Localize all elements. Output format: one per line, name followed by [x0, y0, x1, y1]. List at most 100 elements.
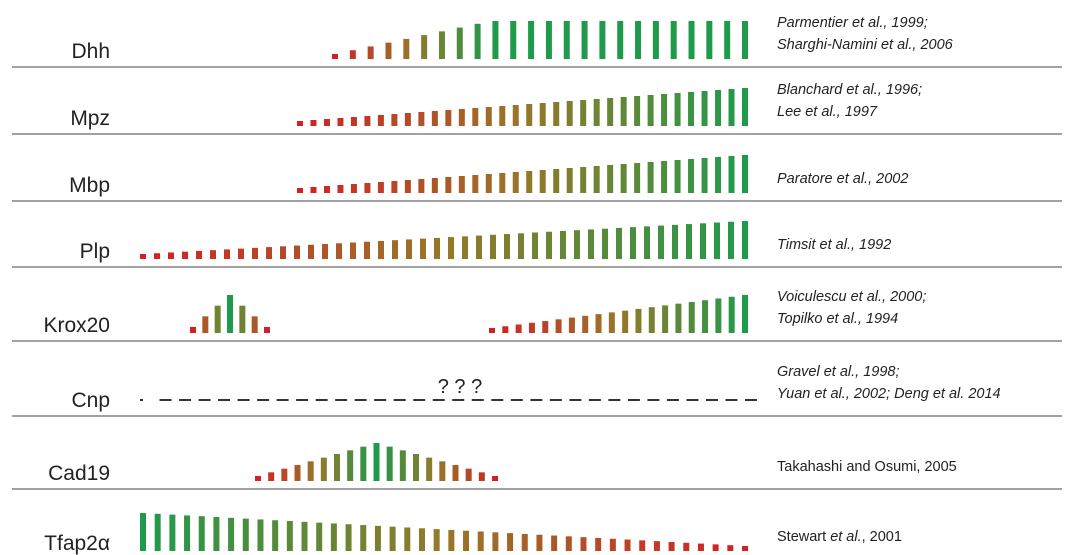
expression-bar — [349, 50, 356, 59]
expression-bar — [551, 535, 558, 551]
expression-bar — [563, 21, 570, 59]
expression-bar — [686, 224, 692, 259]
expression-bar — [568, 317, 575, 333]
expression-bar — [674, 93, 681, 126]
expression-bar — [528, 322, 535, 333]
reference-text: Yuan et al., 2002; Deng et al. 2014 — [777, 386, 1001, 402]
expression-bar — [624, 539, 631, 551]
expression-bar — [510, 21, 517, 59]
expression-bar — [320, 457, 327, 481]
expression-bar — [502, 326, 509, 333]
expression-bar — [184, 515, 191, 551]
expression-bar — [599, 21, 606, 59]
gene-row-mpz: Mpz Blanchard et al., 1996; Lee et al., 19… — [12, 82, 1062, 135]
expression-bar — [426, 457, 433, 481]
gene-row-cad19: Cad19 Takahashi and Osumi, 2005 — [12, 443, 1062, 490]
expression-bar — [294, 245, 300, 259]
expression-bar — [489, 328, 495, 333]
expression-bar — [688, 92, 695, 126]
expression-bar — [418, 112, 425, 126]
expression-bar — [702, 300, 709, 333]
gene-row-mbp: Mbp Paratore et al., 2002 — [12, 155, 1062, 202]
expression-bar — [418, 179, 425, 193]
expression-bar — [252, 247, 258, 259]
expression-bar — [385, 42, 392, 59]
expression-bar — [404, 180, 411, 193]
expression-bar — [213, 517, 220, 551]
expression-bar — [714, 222, 720, 259]
expression-bar — [448, 529, 455, 551]
expression-bar — [742, 221, 748, 259]
expression-bar — [715, 157, 722, 193]
expression-bar — [458, 176, 465, 193]
expression-bar — [492, 21, 499, 59]
expression-bar — [588, 229, 594, 259]
expression-bar — [715, 90, 722, 126]
expression-bar — [374, 525, 381, 551]
expression-bar — [553, 169, 560, 193]
expression-bar — [438, 31, 445, 59]
reference-text: Stewart — [777, 529, 830, 545]
expression-bar — [364, 183, 371, 193]
expression-bar — [539, 170, 546, 193]
expression-bar — [350, 242, 356, 259]
reference-text: Voiculescu et al., 2000; — [777, 289, 926, 305]
expression-bar — [224, 249, 230, 259]
expression-bar — [595, 314, 602, 333]
expression-bar — [658, 225, 664, 259]
expression-bar — [478, 472, 485, 481]
expression-bar — [490, 234, 496, 259]
expression-bar — [574, 230, 580, 259]
expression-bar — [404, 527, 411, 551]
expression-bar — [251, 316, 258, 333]
reference-line: Timsit et al., 1992 — [777, 237, 891, 253]
expression-bar — [553, 102, 560, 126]
expression-bar — [268, 472, 275, 481]
expression-bar — [242, 518, 249, 551]
expression-bar — [617, 21, 624, 59]
expression-bar — [360, 446, 367, 481]
reference-line: Sharghi-Namini et al., 2006 — [777, 37, 954, 53]
expression-bar — [670, 21, 677, 59]
expression-bar — [433, 529, 440, 551]
expression-bar — [431, 178, 438, 193]
expression-bar — [330, 523, 337, 551]
reference-text: , 2001 — [862, 529, 902, 545]
expression-bar — [264, 327, 270, 333]
expression-bar — [593, 99, 600, 126]
expression-bar — [227, 295, 233, 333]
expression-bar — [472, 175, 479, 193]
expression-bar — [609, 538, 616, 551]
expression-bar — [602, 228, 608, 259]
expression-bar — [539, 103, 546, 126]
expression-bar — [439, 461, 446, 481]
expression-bar — [345, 524, 352, 551]
expression-bar — [272, 520, 279, 551]
expression-bar — [169, 514, 176, 551]
expression-bar — [526, 171, 533, 193]
reference-line: Stewart et al., 2001 — [777, 529, 902, 545]
expression-bar — [512, 172, 519, 193]
expression-bar — [518, 233, 524, 259]
expression-bar — [364, 241, 370, 259]
expression-bar — [630, 227, 636, 259]
expression-bar — [565, 536, 572, 551]
expression-bar — [653, 541, 660, 551]
expression-bar — [712, 544, 719, 551]
reference-line: Paratore et al., 2002 — [777, 171, 908, 187]
expression-bar — [239, 305, 246, 333]
expression-bar — [675, 303, 682, 333]
reference-text: Topilko et al., 1994 — [777, 311, 898, 327]
expression-bar — [140, 254, 146, 259]
expression-bar — [323, 119, 330, 126]
expression-bar — [140, 513, 146, 551]
expression-bar — [389, 526, 396, 551]
expression-bar — [255, 476, 261, 481]
gene-rows: Dhh Parmentier et al., 1999; Sharghi-Namin… — [12, 15, 1062, 555]
reference-text: Blanchard et al., 1996; — [777, 82, 922, 98]
expression-bar — [546, 231, 552, 259]
expression-bar — [334, 454, 340, 481]
expression-bar — [472, 108, 479, 126]
expression-bar — [728, 296, 735, 333]
expression-bar — [545, 21, 552, 59]
